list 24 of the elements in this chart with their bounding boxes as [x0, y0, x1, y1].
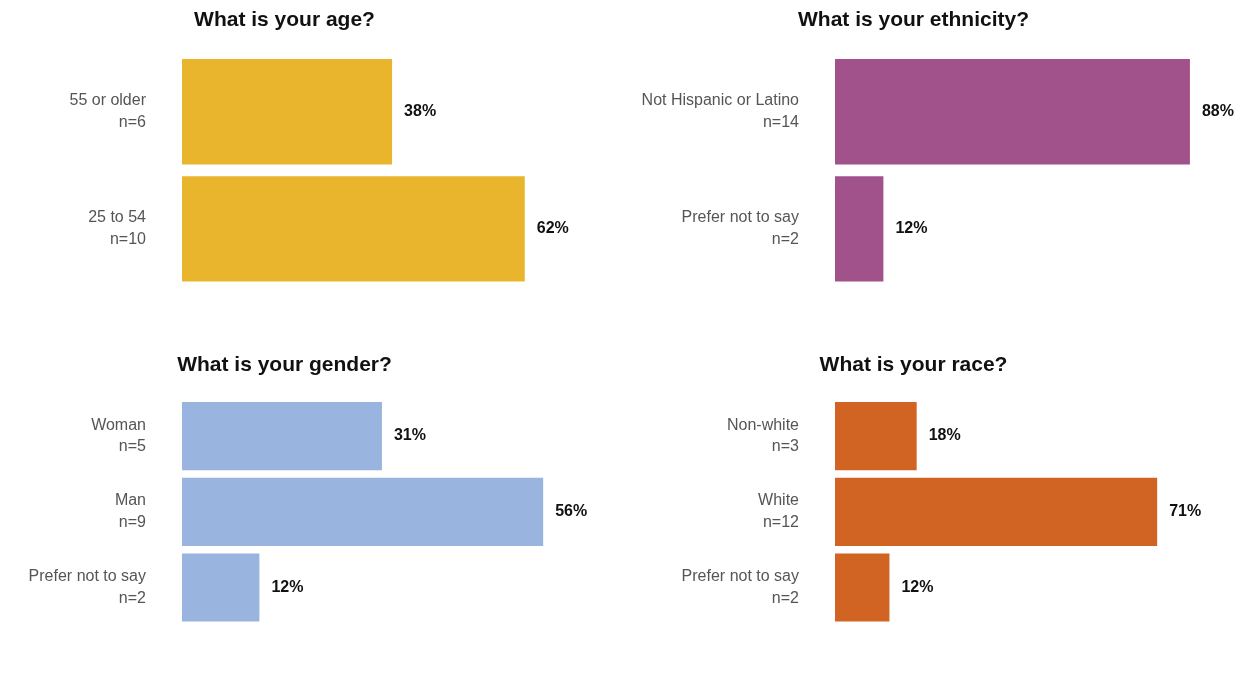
chart-title: What is your ethnicity?: [797, 7, 1030, 31]
data-label: 88%: [1201, 102, 1234, 120]
data-label: 12%: [271, 577, 304, 595]
y-tick-label: White n=12: [758, 491, 800, 531]
data-label: 38%: [404, 102, 437, 120]
chart-title: What is your race?: [819, 352, 1008, 376]
y-tick-label: Prefer not to say n=2: [681, 567, 800, 606]
y-tick-label: Woman n=5: [91, 415, 147, 455]
data-label: 56%: [555, 502, 588, 520]
y-tick-label: Prefer not to say n=2: [28, 567, 147, 606]
y-tick-label: Not Hispanic or Latino n=14: [641, 91, 800, 130]
data-label: 18%: [928, 426, 961, 444]
data-label: 71%: [1169, 502, 1202, 520]
y-tick-label: Man n=9: [114, 491, 147, 531]
data-label: 31%: [393, 426, 426, 444]
y-tick-label: Prefer not to say n=2: [681, 208, 800, 248]
chart-title: What is your gender?: [177, 352, 392, 376]
data-label: 12%: [901, 577, 934, 595]
data-label: 12%: [895, 219, 928, 237]
data-label: 62%: [536, 219, 569, 237]
y-tick-label: 25 to 54 n=10: [88, 208, 147, 248]
y-tick-label: 55 or older n=6: [69, 91, 147, 130]
y-tick-label: Non-white n=3: [726, 415, 800, 455]
chart-title: What is your age?: [194, 7, 375, 31]
